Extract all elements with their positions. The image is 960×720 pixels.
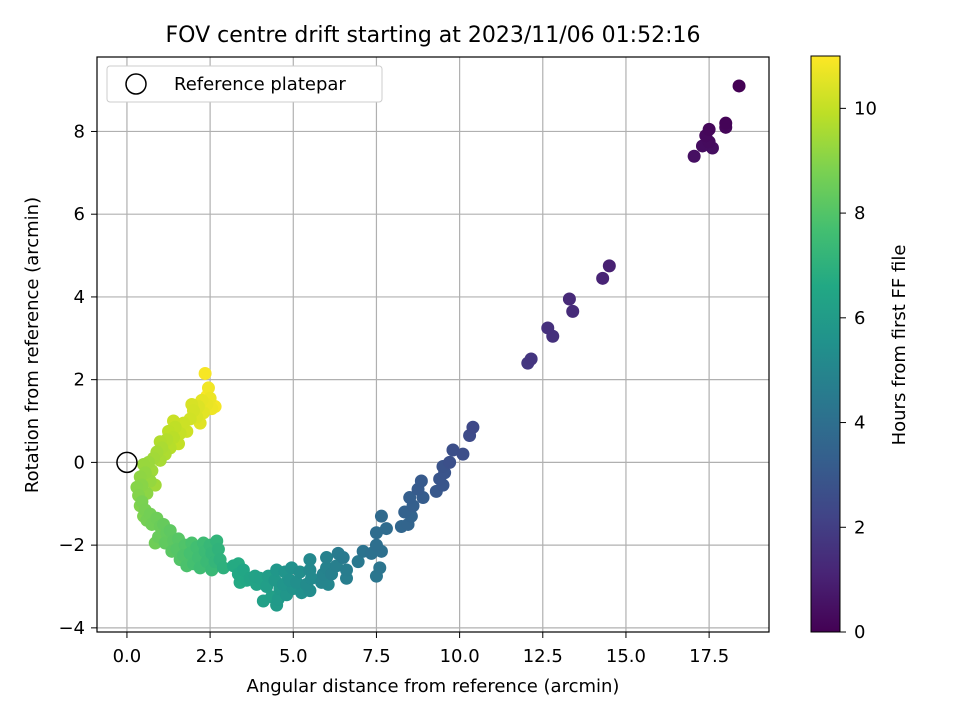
- x-tick-label: 10.0: [440, 646, 480, 667]
- y-tick-label: 0: [74, 452, 85, 473]
- scatter-point: [290, 575, 304, 589]
- scatter-point: [562, 292, 576, 306]
- y-axis-label: Rotation from reference (arcmin): [22, 197, 43, 493]
- x-axis-label: Angular distance from reference (arcmin): [247, 676, 620, 697]
- colorbar-label: Hours from first FF file: [889, 245, 910, 446]
- scatter-point: [596, 271, 610, 285]
- scatter-point: [340, 563, 354, 577]
- scatter-point: [163, 524, 177, 538]
- x-tick-label: 12.5: [523, 646, 563, 667]
- scatter-point: [446, 443, 460, 457]
- scatter-point: [320, 551, 334, 565]
- y-tick-label: 2: [74, 370, 85, 391]
- x-tick-label: 2.5: [196, 646, 225, 667]
- scatter-point: [443, 455, 457, 469]
- scatter-point: [602, 259, 616, 273]
- scatter-point: [303, 563, 317, 577]
- x-axis-ticks: 0.0 2.5 5.0 7.5 10.0 12.5 15.0 17.5: [113, 632, 729, 667]
- scatter-points: [130, 79, 746, 612]
- legend-marker-open-circle: [125, 73, 147, 95]
- scatter-point: [541, 321, 555, 335]
- scatter-point: [293, 565, 307, 579]
- reference-point: [116, 451, 138, 474]
- y-tick-label: −4: [58, 618, 85, 639]
- scatter-point: [414, 474, 428, 488]
- grid-lines: [97, 57, 769, 632]
- colorbar-tick-label: 10: [854, 98, 877, 119]
- scatter-point: [373, 561, 387, 575]
- scatter-point: [374, 509, 388, 523]
- scatter-point: [351, 555, 365, 569]
- scatter-point: [198, 366, 212, 380]
- x-tick-label: 15.0: [606, 646, 646, 667]
- scatter-point: [303, 553, 317, 567]
- scatter-point: [211, 542, 225, 556]
- y-tick-label: 6: [74, 204, 85, 225]
- scatter-point: [216, 561, 230, 575]
- x-tick-label: 5.0: [279, 646, 308, 667]
- x-tick-label: 17.5: [689, 646, 729, 667]
- scatter-point: [719, 116, 733, 130]
- scatter-point: [403, 491, 417, 505]
- colorbar-tick-label: 0: [854, 622, 865, 643]
- scatter-point: [702, 122, 716, 136]
- scatter-point: [687, 149, 701, 163]
- colorbar-tick-label: 4: [854, 413, 865, 434]
- colorbar: [810, 55, 841, 633]
- colorbar-ticks: 0 2 4 6 8 10: [840, 98, 877, 643]
- y-tick-label: 4: [74, 287, 85, 308]
- scatter-point: [336, 551, 350, 565]
- scatter-point: [379, 522, 393, 536]
- y-tick-label: 8: [74, 121, 85, 142]
- legend-box: [106, 65, 383, 103]
- x-tick-label: 0.0: [113, 646, 142, 667]
- scatter-point: [566, 304, 580, 318]
- scatter-point: [369, 526, 383, 540]
- scatter-point: [524, 352, 538, 366]
- scatter-point: [456, 447, 470, 461]
- y-tick-label: −2: [58, 535, 85, 556]
- y-axis-ticks: −4 −2 0 2 4 6 8: [58, 121, 97, 639]
- legend: Reference platepar: [106, 65, 383, 103]
- scatter-point: [466, 420, 480, 434]
- scatter-point: [201, 381, 215, 395]
- scatter-point: [369, 538, 383, 552]
- colorbar-tick-label: 2: [854, 517, 865, 538]
- x-tick-label: 7.5: [362, 646, 391, 667]
- colorbar-tick-label: 6: [854, 308, 865, 329]
- scatter-point: [732, 79, 746, 93]
- chart-title: FOV centre drift starting at 2023/11/06 …: [166, 23, 701, 48]
- reference-platepar-marker: [116, 451, 138, 474]
- legend-entry-reference-platepar: Reference platepar: [174, 74, 346, 95]
- plot-area-frame: [96, 56, 770, 633]
- colorbar-tick-label: 8: [854, 203, 865, 224]
